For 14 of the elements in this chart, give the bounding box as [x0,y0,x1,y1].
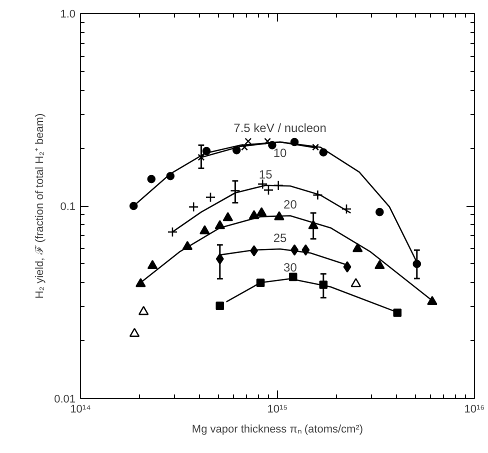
y-tick-label: 0.01 [54,394,76,406]
series-label: 25 [273,230,288,245]
x-tick-label: 10¹⁶ [464,404,485,416]
series-label: 20 [284,198,298,212]
series-label: 10 [273,146,288,160]
y-tick-label: 0.1 [60,201,76,213]
x-tick-label: 10¹⁴ [70,404,92,416]
series-label: 30 [284,260,298,275]
y-axis-title: H₂ yield, ℱ (fraction of total H₂⁺ beam) [34,113,46,299]
y-tick-label: 1.0 [60,8,76,20]
series-label: 15 [258,167,273,182]
x-tick-label: 10¹⁵ [267,404,288,416]
series-label: 7.5 keV / nucleon [234,121,326,136]
x-axis-title: Mg vapor thickness πₙ (atoms/cm²) [192,424,364,436]
